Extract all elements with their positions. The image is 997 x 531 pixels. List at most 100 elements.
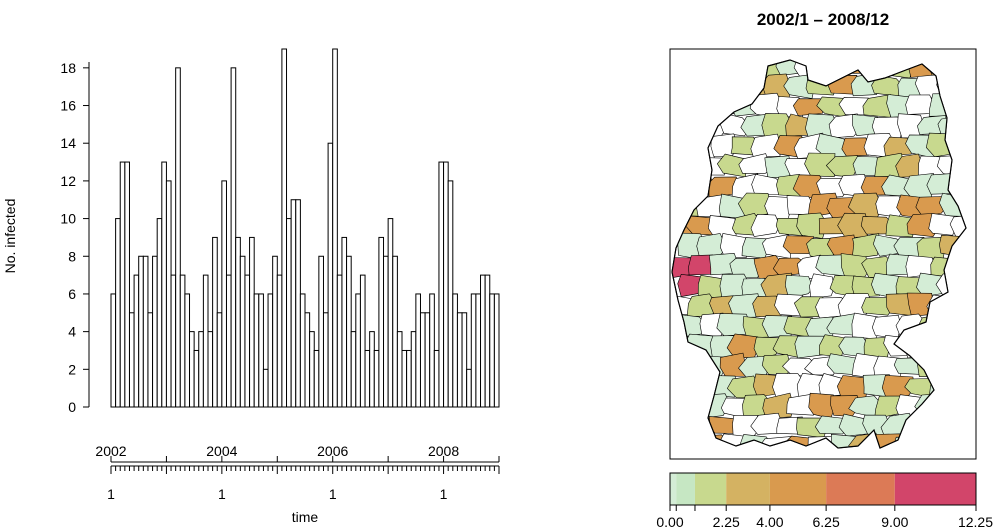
bar (286, 218, 292, 408)
district (716, 75, 752, 100)
bar (202, 274, 209, 408)
color-legend: 0.00 2.25 4.00 6.25 9.00 12.25 (656, 472, 993, 530)
legend-tick-label: 0.00 (656, 514, 683, 530)
district (950, 135, 966, 160)
district (728, 293, 761, 319)
y-tick-label: 12 (60, 173, 76, 189)
district (672, 416, 696, 440)
bar (281, 48, 288, 408)
bar (212, 236, 218, 408)
y-tick-label: 6 (68, 286, 76, 302)
district (750, 213, 781, 237)
district (674, 74, 705, 99)
bar (142, 255, 149, 408)
district (936, 73, 966, 96)
district (684, 92, 714, 120)
bar (119, 161, 126, 408)
legend-cell (826, 473, 895, 505)
bar (378, 236, 385, 408)
y-tick-label: 18 (60, 60, 76, 76)
district (961, 275, 966, 298)
bar (415, 293, 421, 408)
bar (383, 255, 389, 408)
district (962, 153, 966, 180)
year-axis: 2002 2004 2006 2008 (95, 443, 500, 463)
bar (396, 331, 403, 408)
bar (489, 293, 495, 408)
year-label: 2006 (317, 443, 348, 459)
germany-map (671, 59, 967, 449)
bar (244, 274, 251, 408)
legend-tick-label: 12.25 (958, 514, 993, 530)
map-frame (669, 48, 977, 460)
bar (327, 142, 334, 408)
district (793, 60, 830, 79)
legend-tick-label: 9.00 (881, 514, 908, 530)
y-tick-label: 2 (68, 361, 76, 377)
map-panel: 2002/1 – 2008/12 0.00 2.25 4.00 6.25 9.00 12.… (656, 10, 993, 530)
district (950, 417, 966, 435)
bar (147, 312, 154, 408)
bar (387, 218, 394, 408)
legend-cell (694, 473, 727, 505)
district (738, 153, 772, 174)
bar (480, 274, 486, 408)
district (927, 414, 961, 436)
y-tick-label: 10 (60, 211, 76, 227)
y-axis-label: No. infected (2, 199, 18, 274)
bar (156, 218, 163, 408)
bar (401, 349, 408, 408)
district (915, 435, 945, 448)
district (675, 116, 706, 139)
bar (184, 293, 191, 408)
bar (318, 255, 324, 408)
bar (216, 312, 223, 408)
district (928, 213, 958, 236)
district (841, 137, 869, 157)
map-title: 2002/1 – 2008/12 (757, 10, 889, 29)
district (936, 434, 966, 448)
bar (443, 161, 449, 408)
district (949, 60, 966, 78)
bar (299, 293, 306, 408)
month-axis: 1 1 1 1 (107, 465, 500, 502)
bar (258, 293, 264, 408)
bar (179, 274, 186, 408)
bar (438, 161, 445, 408)
bar (267, 293, 274, 408)
legend-cells (670, 473, 976, 505)
district (719, 233, 749, 258)
bar (290, 199, 297, 408)
bar (304, 312, 311, 408)
bar (221, 180, 227, 408)
bar (115, 218, 121, 408)
district (672, 133, 692, 158)
legend-frame (669, 472, 977, 506)
district (925, 132, 961, 158)
year-label: 2004 (206, 443, 237, 459)
district (672, 60, 697, 77)
district (817, 60, 851, 77)
bar (262, 368, 269, 408)
bar (253, 293, 260, 408)
legend-cell (894, 473, 976, 505)
bar (336, 274, 343, 408)
district (939, 394, 966, 416)
bar (369, 331, 375, 408)
district-cells (672, 60, 966, 448)
bar (456, 312, 463, 408)
district (784, 274, 814, 299)
district (936, 357, 966, 379)
district (782, 235, 814, 254)
germany-outline (671, 59, 967, 449)
district (928, 374, 957, 398)
district (675, 153, 706, 178)
district (962, 113, 966, 136)
month-label: 1 (440, 486, 448, 502)
bar (424, 312, 431, 408)
bar (433, 349, 440, 408)
bar (461, 312, 468, 408)
bar (447, 180, 454, 408)
